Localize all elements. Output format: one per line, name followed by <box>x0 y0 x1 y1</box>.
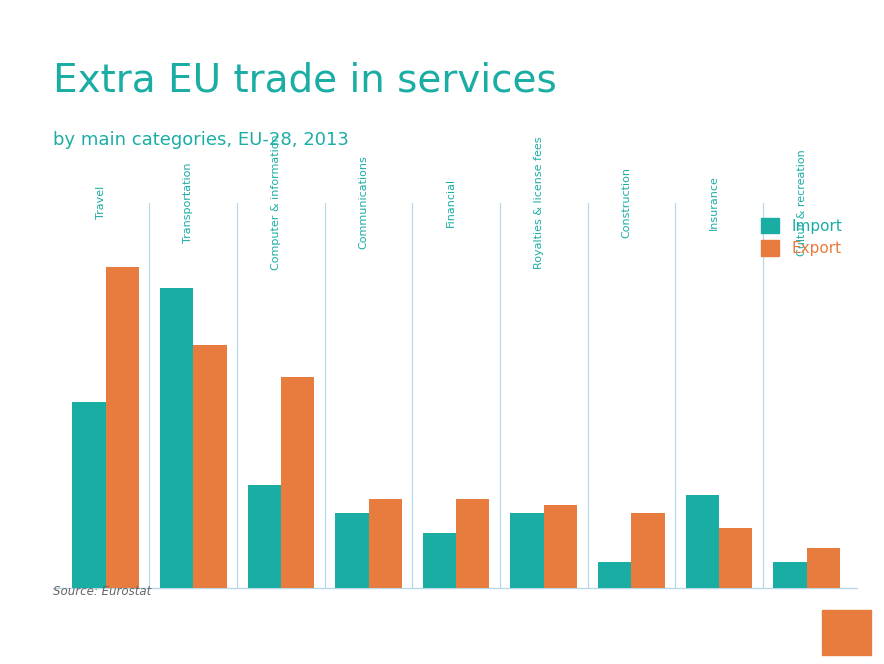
FancyBboxPatch shape <box>822 610 871 655</box>
Bar <box>105 267 139 588</box>
Bar <box>281 376 314 588</box>
Bar <box>686 495 719 588</box>
Text: Construction: Construction <box>621 167 631 238</box>
Bar <box>598 562 631 588</box>
Bar <box>160 288 194 588</box>
Text: Source: Eurostat: Source: Eurostat <box>53 584 151 598</box>
Text: Communications: Communications <box>359 155 369 250</box>
Bar <box>335 513 369 588</box>
Text: by main categories, EU-28, 2013: by main categories, EU-28, 2013 <box>53 131 349 149</box>
Legend: Import, Export: Import, Export <box>753 210 850 264</box>
Text: Travel: Travel <box>95 186 105 219</box>
Bar <box>72 402 105 588</box>
Bar <box>194 345 226 588</box>
Bar <box>719 528 752 588</box>
Text: Transportation: Transportation <box>183 162 194 243</box>
Bar <box>369 499 402 588</box>
Bar <box>807 548 840 588</box>
Text: Extra EU trade in services: Extra EU trade in services <box>53 62 557 100</box>
Text: Royalties & license fees: Royalties & license fees <box>534 136 544 269</box>
Text: infoDiagram: infoDiagram <box>389 623 504 641</box>
Text: Financial: Financial <box>446 178 456 227</box>
Bar <box>510 513 544 588</box>
Bar <box>248 485 281 588</box>
Text: Computer & information: Computer & information <box>271 135 281 270</box>
Text: .com: .com <box>526 623 567 641</box>
Bar <box>774 562 807 588</box>
Text: Get these slides & icons at www.: Get these slides & icons at www. <box>117 623 389 641</box>
Text: Insurance: Insurance <box>709 175 719 230</box>
Bar <box>631 513 665 588</box>
Bar <box>456 499 490 588</box>
Text: Cultur & recreation: Cultur & recreation <box>796 149 807 256</box>
Bar <box>423 533 456 588</box>
Bar <box>544 505 577 588</box>
